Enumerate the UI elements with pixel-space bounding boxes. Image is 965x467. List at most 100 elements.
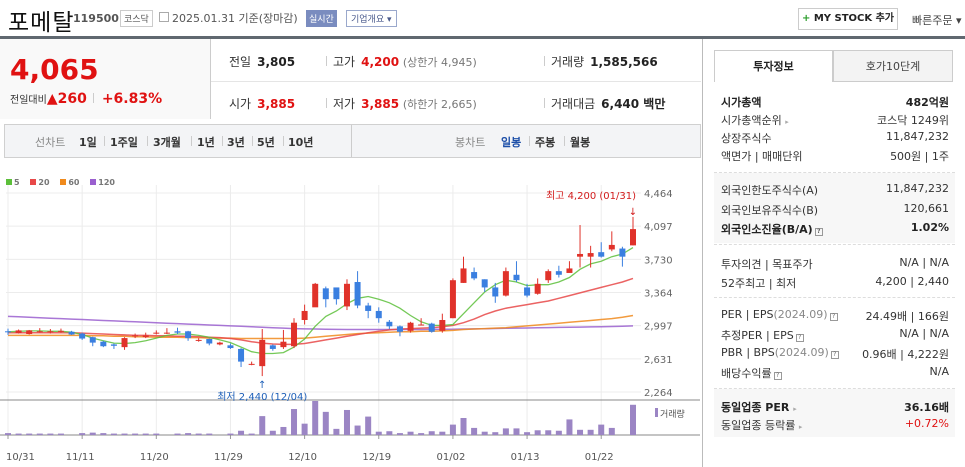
- volume-bar: [375, 431, 382, 435]
- period-5y[interactable]: 5년: [257, 136, 275, 149]
- info-value: 1.02%: [910, 221, 949, 234]
- realtime-button[interactable]: 실시간: [306, 10, 337, 27]
- candle-body: [291, 322, 298, 347]
- period-10y[interactable]: 10년: [288, 136, 314, 149]
- ma120-line: [7, 315, 634, 331]
- sector-per-row[interactable]: 동일업종 PER ▸ 36.16배: [721, 399, 949, 416]
- volume-bar: [312, 401, 319, 435]
- candle-body: [365, 305, 372, 311]
- period-3m[interactable]: 3개월: [153, 136, 181, 149]
- add-mystock-button[interactable]: + MY STOCK 추가: [798, 8, 898, 30]
- volume-bar: [524, 432, 531, 435]
- y-tick-label: 2,997: [644, 322, 673, 333]
- candle-body: [386, 321, 393, 327]
- separator: [326, 98, 327, 108]
- volume-bar: [185, 433, 192, 435]
- stock-name: 포메탈: [8, 10, 75, 36]
- help-icon[interactable]: ?: [795, 334, 804, 342]
- listed-shares-row: 상장주식수 11,847,232: [721, 130, 949, 147]
- foreign-limit-row: 외국인한도주식수(A) 11,847,232: [721, 182, 949, 199]
- period-1w[interactable]: 1주일: [110, 136, 138, 149]
- candle-body: [396, 326, 403, 332]
- candle-body: [534, 283, 541, 294]
- volume-bar: [301, 423, 308, 435]
- y-tick-label: 4,464: [644, 189, 673, 200]
- separator: [147, 136, 148, 146]
- ma120-label: 120: [98, 178, 115, 187]
- candlestick-chart[interactable]: 4,464 4,097 3,730 3,364 2,997 2,631 2,264 10/31…: [0, 185, 700, 467]
- divider: [714, 297, 955, 298]
- volume-bar: [396, 433, 403, 435]
- volume-bar: [259, 416, 266, 435]
- info-label: 상장주식수: [721, 132, 772, 145]
- volume-bar: [365, 416, 372, 435]
- stat-volume: 거래량 1,585,566: [544, 53, 658, 70]
- period-1y[interactable]: 1년: [197, 136, 215, 149]
- x-tick-label: 12/10: [288, 452, 317, 463]
- candle-body: [375, 310, 382, 319]
- candle-body: [238, 348, 245, 362]
- candle-body: [142, 335, 149, 338]
- candle-body: [598, 252, 605, 257]
- candle-body: [322, 288, 329, 300]
- info-label: 시가총액: [721, 96, 762, 109]
- info-value: 4,200 | 2,440: [875, 275, 949, 288]
- volume-bar: [269, 430, 276, 435]
- volume-bar: [492, 432, 499, 435]
- help-icon[interactable]: ?: [829, 313, 838, 321]
- info-value: 코스닥 1249위: [877, 114, 949, 127]
- volume-bar: [343, 409, 350, 435]
- volume-bar: [153, 433, 160, 435]
- candle-body: [248, 363, 255, 365]
- volume-bar: [36, 433, 43, 435]
- pbr-row: PBR | BPS(2024.09)? 0.96배 | 4,222원: [721, 346, 949, 363]
- quick-order-dropdown[interactable]: 빠른주문 ▾: [912, 14, 962, 27]
- stat-prev-close: 전일 3,805: [229, 53, 295, 70]
- candle-body: [471, 272, 478, 279]
- sector-change-row[interactable]: 동일업종 등락률 ▸ +0.72%: [721, 417, 949, 434]
- volume-bar: [439, 431, 446, 435]
- help-icon[interactable]: ?: [773, 372, 782, 380]
- info-label: 외국인보유주식수(B): [721, 204, 819, 217]
- ma60-label: 60: [68, 178, 80, 187]
- label-text: 추정PER | EPS: [721, 329, 794, 342]
- candle-body: [587, 253, 594, 257]
- market-badge: 코스닥: [120, 10, 153, 27]
- stock-header: 포메탈 119500 코스닥 2025.01.31 기준(장마감) 실시간 기업…: [0, 0, 965, 36]
- candle-body: [354, 282, 361, 306]
- volume-bar: [630, 404, 636, 435]
- tab-order-book[interactable]: 호가10단계: [833, 50, 953, 82]
- help-icon[interactable]: ?: [814, 228, 823, 236]
- separator: [529, 136, 530, 146]
- tab-investment-info[interactable]: 투자정보: [714, 50, 833, 82]
- help-icon[interactable]: ?: [830, 351, 839, 359]
- candle-body: [185, 331, 192, 339]
- investment-info-panel: 투자정보 호가10단계 시가총액 482억원 시가총액순위 ▸ 코스닥 1249위 …: [702, 39, 965, 467]
- candle-daily[interactable]: 일봉: [501, 136, 522, 149]
- info-value: N/A: [929, 365, 949, 378]
- volume-bar: [110, 433, 117, 435]
- label-text: PER | EPS: [721, 308, 774, 321]
- info-value: 11,847,232: [886, 182, 949, 195]
- company-overview-dropdown[interactable]: 기업개요 ▾: [346, 10, 397, 27]
- period-1d[interactable]: 1일: [79, 136, 97, 149]
- volume-bar: [418, 433, 425, 435]
- volume-bar: [555, 430, 562, 435]
- label-text: 배당수익률: [721, 367, 772, 380]
- candle-weekly[interactable]: 주봉: [535, 136, 556, 149]
- volume-legend-label: 거래량: [660, 408, 685, 420]
- candle-body: [524, 287, 531, 296]
- volume-bar: [142, 433, 149, 435]
- volume-bar: [227, 433, 234, 435]
- candle-body: [513, 274, 520, 281]
- info-label: PBR | BPS(2024.09)?: [721, 346, 839, 359]
- period-3y[interactable]: 3년: [227, 136, 245, 149]
- candle-body: [312, 283, 319, 308]
- candle-monthly[interactable]: 월봉: [570, 136, 591, 149]
- label-text: 동일업종 등락률: [721, 419, 796, 432]
- volume-bar: [238, 430, 245, 435]
- volume-bar: [534, 430, 541, 435]
- market-cap-rank-row[interactable]: 시가총액순위 ▸ 코스닥 1249위: [721, 112, 949, 129]
- candle-body: [481, 279, 488, 288]
- info-label: 투자의견 | 목표주가: [721, 258, 813, 271]
